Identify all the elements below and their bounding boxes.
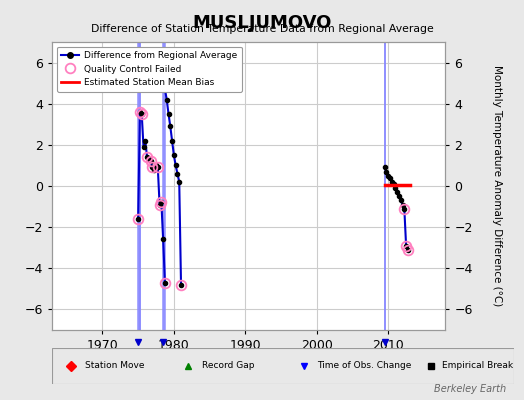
Y-axis label: Monthly Temperature Anomaly Difference (°C): Monthly Temperature Anomaly Difference (…: [492, 65, 502, 307]
Legend: Difference from Regional Average, Quality Control Failed, Estimated Station Mean: Difference from Regional Average, Qualit…: [57, 46, 242, 92]
Text: Difference of Station Temperature Data from Regional Average: Difference of Station Temperature Data f…: [91, 24, 433, 34]
Text: Time of Obs. Change: Time of Obs. Change: [318, 362, 412, 370]
Text: Station Move: Station Move: [85, 362, 144, 370]
Text: Record Gap: Record Gap: [202, 362, 255, 370]
Text: Empirical Break: Empirical Break: [442, 362, 513, 370]
FancyBboxPatch shape: [52, 348, 514, 384]
Text: Berkeley Earth: Berkeley Earth: [433, 384, 506, 394]
Text: MUSLJUMOVO: MUSLJUMOVO: [192, 14, 332, 32]
